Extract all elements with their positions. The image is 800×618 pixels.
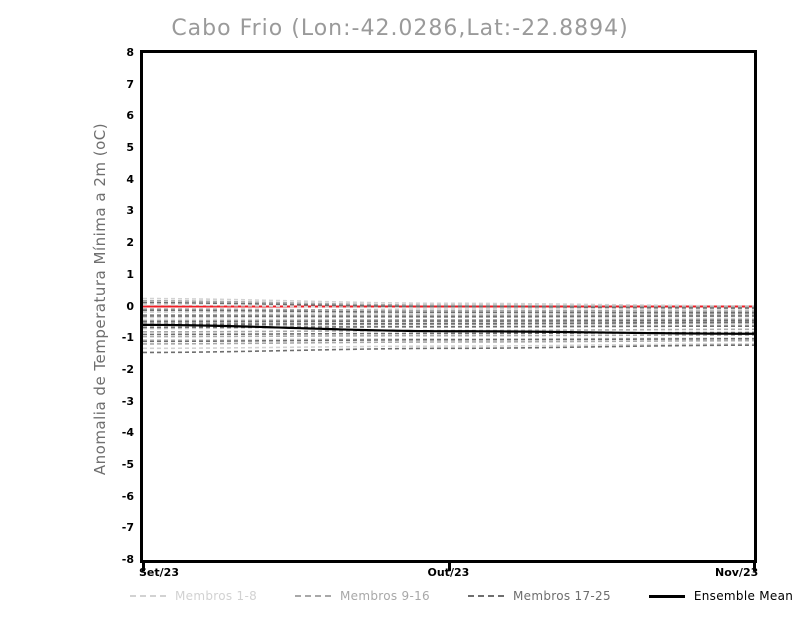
legend-swatch (130, 595, 166, 597)
series-line (143, 318, 754, 322)
y-tick-label: 4 (126, 172, 134, 186)
legend-entry[interactable]: Membros 1-8 (130, 589, 257, 603)
x-tick-mark (753, 563, 756, 571)
chart-title: Cabo Frio (Lon:-42.0286,Lat:-22.8894) (171, 16, 629, 41)
x-tick-label: Set/23 (139, 566, 179, 579)
x-tick-mark (447, 563, 451, 571)
legend-label: Membros 9-16 (340, 589, 430, 603)
series-line (143, 304, 754, 311)
series-line (143, 339, 754, 345)
series-line (143, 308, 754, 313)
legend-swatch (295, 595, 332, 597)
y-tick-label: 8 (126, 46, 134, 59)
series-line (143, 328, 754, 333)
x-tick-label: Nov/23 (715, 566, 759, 579)
series-line (143, 331, 754, 336)
x-tick-mark (142, 563, 145, 571)
series-line (143, 315, 754, 319)
y-tick-label: 1 (126, 267, 134, 281)
series-line (143, 337, 754, 341)
y-tick-label: 7 (126, 77, 134, 91)
y-tick-label: -8 (121, 553, 134, 566)
y-tick-label: -4 (121, 426, 134, 440)
legend-entry[interactable]: Ensemble Mean (648, 589, 794, 603)
chart-legend: Membros 1-8 Membros 9-16 Membros 17-25 Ense… (130, 586, 794, 606)
series-line (143, 313, 754, 317)
y-tick-label: 2 (126, 236, 134, 250)
series-line (143, 315, 754, 318)
y-axis-title: Anomalia de Temperatura Mínima a 2m (oC) (91, 122, 109, 476)
series-line (143, 322, 754, 327)
series-lines (143, 297, 754, 354)
y-tick-label: -2 (121, 362, 134, 376)
series-line (143, 321, 754, 326)
y-tick-label: -5 (121, 457, 134, 471)
y-tick-label: -3 (121, 394, 134, 408)
series-line (143, 309, 754, 314)
legend-swatch (648, 594, 685, 598)
series-line (143, 319, 754, 324)
series-line (143, 344, 754, 354)
series-line (143, 319, 754, 323)
y-tick-label: 6 (126, 109, 134, 123)
y-tick-label: -1 (121, 331, 134, 345)
series-line (143, 338, 754, 343)
series-line (143, 297, 754, 307)
legend-label: Membros 1-8 (175, 589, 258, 603)
plot-area (140, 50, 757, 563)
y-tick-label: -6 (121, 489, 134, 503)
y-tick-label: 3 (126, 204, 134, 218)
series-line (143, 300, 754, 308)
legend-label: Membros 17-25 (513, 589, 611, 603)
y-tick-label: 0 (126, 299, 134, 313)
legend-entry[interactable]: Membros 9-16 (295, 589, 430, 603)
series-line (143, 323, 754, 335)
legend-entry[interactable]: Membros 17-25 (468, 589, 611, 603)
y-tick-label: 5 (126, 141, 134, 155)
series-line (143, 311, 754, 315)
x-tick-label: Out/23 (427, 566, 470, 579)
series-line (143, 301, 754, 309)
series-line (143, 334, 754, 338)
legend-swatch (468, 595, 504, 597)
y-tick-label: -7 (121, 521, 134, 535)
legend-label: Ensemble Mean (693, 589, 794, 603)
series-line (143, 343, 754, 350)
